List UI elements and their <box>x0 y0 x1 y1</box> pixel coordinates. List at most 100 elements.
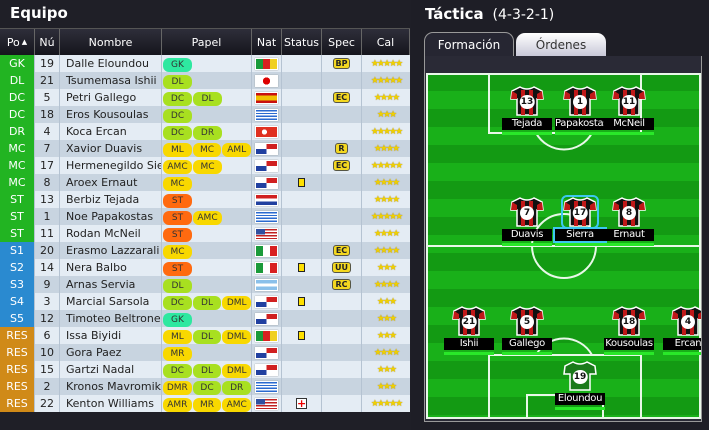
name-cell: Berbiz Tejada <box>60 191 162 208</box>
nationality-cell <box>252 378 282 395</box>
nationality-cell <box>252 344 282 361</box>
table-row[interactable]: S1 20 Erasmo Lazzarali MC EC ★★★★ <box>0 242 410 259</box>
pitch-player[interactable]: 5 Gallego <box>502 306 552 355</box>
name-cell: Xavior Duavis <box>60 140 162 157</box>
player-name: Eloundou <box>555 393 605 405</box>
pitch-player[interactable]: 1 Papakostas <box>555 86 609 135</box>
pitch-player[interactable]: 17 Sierra <box>553 195 607 246</box>
equipo-panel: Equipo Po ▲ Nú Nombre Papel Nat Status Spec Cal … <box>0 4 410 412</box>
pitch-player[interactable]: 8 Ernaut <box>604 197 654 246</box>
table-row[interactable]: RES 6 Issa Biyidi ML DL DML ★★★ <box>0 327 410 344</box>
table-row[interactable]: DL 21 Tsumemasa Ishii DL ★★★★★ <box>0 72 410 89</box>
number-cell: 10 <box>35 344 60 361</box>
table-row[interactable]: ST 13 Berbiz Tejada ST ★★★★ <box>0 191 410 208</box>
roles-cell: GK <box>162 55 252 72</box>
table-row[interactable]: S3 9 Arnas Servia DL RC ★★★★ <box>0 276 410 293</box>
role-badge: MC <box>193 159 222 174</box>
column-header-cal[interactable]: Cal <box>362 29 410 55</box>
name-cell: Nera Balbo <box>60 259 162 276</box>
player-name: Duavis <box>502 229 552 241</box>
pitch-player[interactable]: 7 Duavis <box>502 197 552 246</box>
shirt-icon: 1 <box>563 86 597 116</box>
star-rating-icon: ★★★★★ <box>370 75 403 86</box>
player-name: Sierra <box>553 227 607 243</box>
status-cell <box>282 293 322 310</box>
position-cell: RES <box>0 344 35 361</box>
number-cell: 15 <box>35 361 60 378</box>
player-name: Gallego <box>502 338 552 350</box>
pitch-player[interactable]: 18 Kousoulas <box>604 306 654 355</box>
table-row[interactable]: MC 7 Xavior Duavis ML MC AML R ★★★★ <box>0 140 410 157</box>
number-cell: 18 <box>35 106 60 123</box>
name-cell: Marcial Sarsola <box>60 293 162 310</box>
rating-cell: ★★★★★ <box>362 72 410 89</box>
star-rating-icon: ★★★★ <box>373 143 400 154</box>
pitch-player[interactable]: 19 Eloundou <box>555 361 605 410</box>
pitch-player[interactable]: 11 McNeil <box>604 86 654 135</box>
table-row[interactable]: ST 1 Noe Papakostas ST AMC ★★★★★ <box>0 208 410 225</box>
tab-ordenes[interactable]: Órdenes <box>516 33 606 56</box>
table-row[interactable]: DR 4 Koca Ercan DC DR ★★★★★ <box>0 123 410 140</box>
column-header-papel[interactable]: Papel <box>162 29 252 55</box>
yellow-card-icon <box>298 331 305 340</box>
table-row[interactable]: RES 15 Gartzi Nadal DC DL DML ★★★ <box>0 361 410 378</box>
paraguay-flag-icon <box>255 193 278 206</box>
column-header-po[interactable]: Po ▲ <box>0 29 35 55</box>
number-cell: 19 <box>35 55 60 72</box>
spain-flag-icon <box>255 91 278 104</box>
column-header-nombre[interactable]: Nombre <box>60 29 162 55</box>
roles-cell: ML MC AML <box>162 140 252 157</box>
table-row[interactable]: ST 11 Rodan McNeil ST ★★★★ <box>0 225 410 242</box>
column-header-spec[interactable]: Spec <box>322 29 362 55</box>
number-cell: 8 <box>35 174 60 191</box>
player-name: Ernaut <box>604 229 654 241</box>
rating-cell: ★★★ <box>362 259 410 276</box>
position-cell: DC <box>0 106 35 123</box>
role-badge: DML <box>222 363 251 378</box>
status-cell <box>282 361 322 378</box>
position-cell: S2 <box>0 259 35 276</box>
nationality-cell <box>252 208 282 225</box>
roles-cell: MR <box>162 344 252 361</box>
tab-formacion[interactable]: Formación <box>424 32 514 56</box>
role-badge: DR <box>222 380 251 395</box>
table-row[interactable]: S5 12 Timoteo Beltrones GK ★★★ <box>0 310 410 327</box>
pitch-player[interactable]: 4 Ercan <box>663 306 701 355</box>
column-header-nat[interactable]: Nat <box>252 29 282 55</box>
position-cell: MC <box>0 174 35 191</box>
table-row[interactable]: RES 10 Gora Paez MR ★★★★ <box>0 344 410 361</box>
position-cell: DC <box>0 89 35 106</box>
table-row[interactable]: S4 3 Marcial Sarsola DC DL DML ★★★ <box>0 293 410 310</box>
pitch-player[interactable]: 21 Ishii <box>444 306 494 355</box>
nationality-cell <box>252 72 282 89</box>
role-badge: MR <box>163 346 192 361</box>
table-row[interactable]: MC 8 Aroex Ernaut MC ★★★★ <box>0 174 410 191</box>
column-label: Papel <box>191 35 222 49</box>
table-row[interactable]: RES 22 Kenton Williams AMR MR AMC + ★★★★★ <box>0 395 410 412</box>
column-header-nú[interactable]: Nú <box>35 29 60 55</box>
position-cell: MC <box>0 157 35 174</box>
shirt-number: 19 <box>572 370 588 384</box>
position-cell: S4 <box>0 293 35 310</box>
position-cell: ST <box>0 225 35 242</box>
spec-cell <box>322 378 362 395</box>
shirt-icon: 4 <box>671 306 701 336</box>
spec-cell <box>322 225 362 242</box>
star-rating-icon: ★★★ <box>376 296 397 307</box>
column-header-status[interactable]: Status <box>282 29 322 55</box>
table-row[interactable]: GK 19 Dalle Eloundou GK BP ★★★★★ <box>0 55 410 72</box>
star-rating-icon: ★★★★ <box>373 245 400 256</box>
pitch-player[interactable]: 13 Tejada <box>502 86 552 135</box>
nationality-cell <box>252 89 282 106</box>
formation-label: (4-3-2-1) <box>492 7 555 23</box>
name-cell: Timoteo Beltrones <box>60 310 162 327</box>
spec-cell <box>322 293 362 310</box>
shirt-number: 7 <box>520 206 534 220</box>
condition-bar <box>604 132 654 135</box>
table-row[interactable]: DC 5 Petri Gallego DC DL EC ★★★★ <box>0 89 410 106</box>
table-row[interactable]: DC 18 Eros Kousoulas DC ★★★ <box>0 106 410 123</box>
table-row[interactable]: S2 14 Nera Balbo ST UU ★★★ <box>0 259 410 276</box>
star-rating-icon: ★★★ <box>376 330 397 341</box>
